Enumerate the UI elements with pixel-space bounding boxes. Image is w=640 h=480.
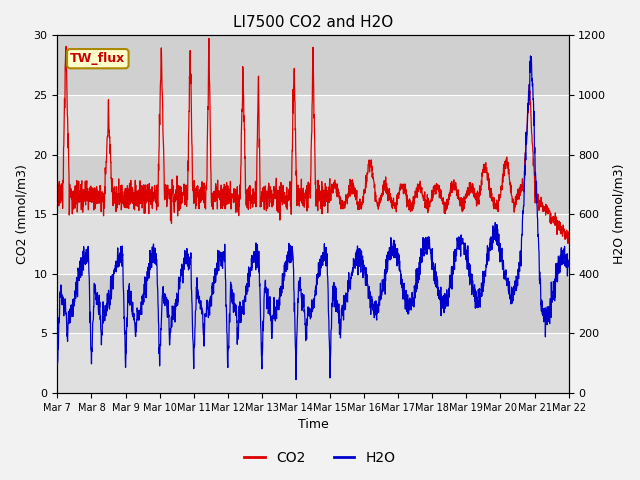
Bar (58, 334, 568, 393)
Text: TW_flux: TW_flux (70, 52, 125, 65)
Bar (58, 214, 568, 274)
Legend: CO2, H2O: CO2, H2O (239, 445, 401, 471)
Y-axis label: H2O (mmol/m3): H2O (mmol/m3) (612, 164, 625, 264)
Bar (58, 274, 568, 334)
X-axis label: Time: Time (298, 419, 328, 432)
Bar (58, 36, 568, 95)
Bar (58, 95, 568, 155)
Y-axis label: CO2 (mmol/m3): CO2 (mmol/m3) (15, 164, 28, 264)
Title: LI7500 CO2 and H2O: LI7500 CO2 and H2O (233, 15, 393, 30)
Bar (58, 155, 568, 214)
